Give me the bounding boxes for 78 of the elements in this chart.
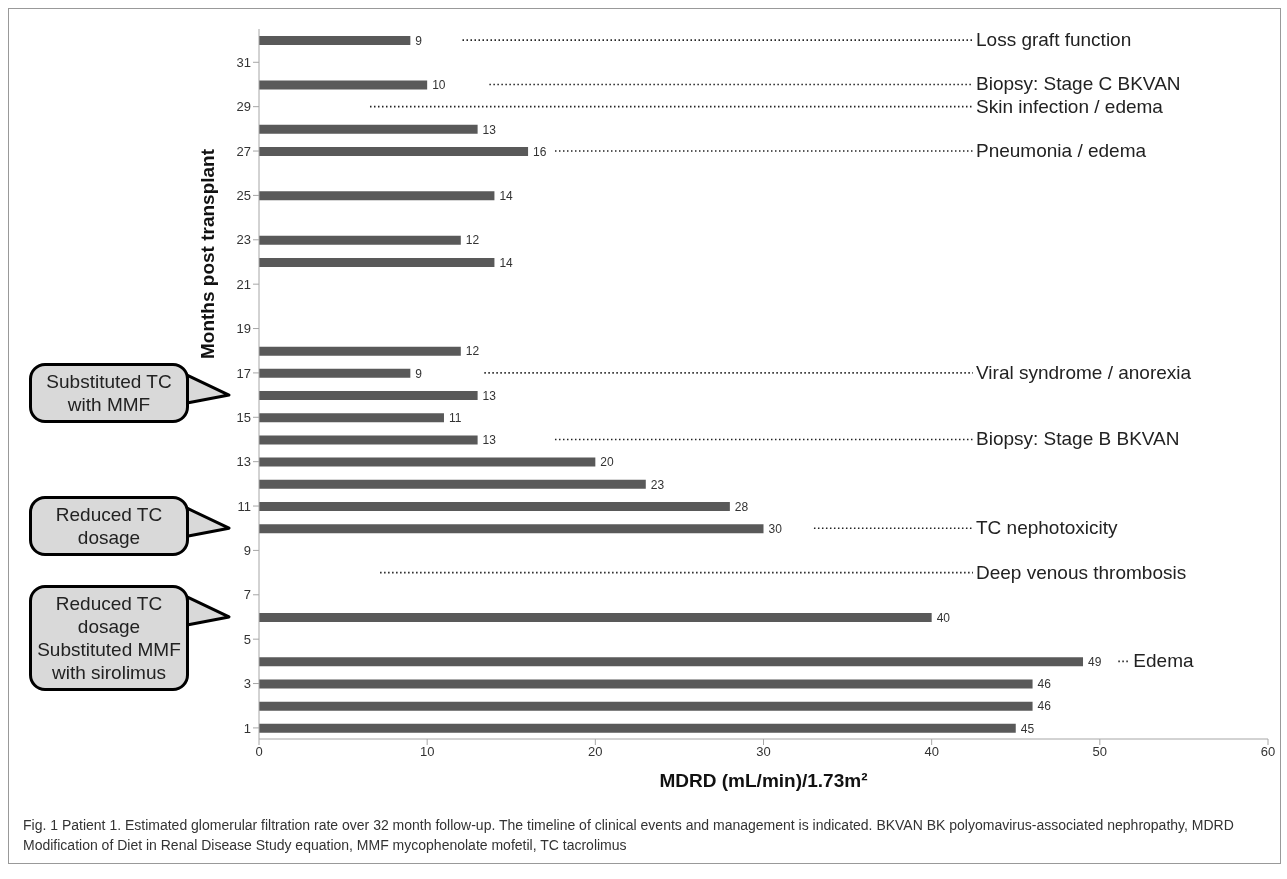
x-tick-label: 20 xyxy=(588,744,603,760)
bar xyxy=(259,701,1033,711)
y-tick-label: 11 xyxy=(237,498,251,514)
annotation: Biopsy: Stage C BKVAN xyxy=(976,73,1181,95)
annotation: TC nephotoxicity xyxy=(976,517,1119,539)
data-label: 12 xyxy=(465,233,480,248)
data-label: 13 xyxy=(482,433,497,448)
bar xyxy=(259,612,932,622)
annotation: Biopsy: Stage B BKVAN xyxy=(976,428,1180,450)
y-tick-label: 21 xyxy=(236,276,251,292)
data-label: 9 xyxy=(415,33,423,48)
data-label: 11 xyxy=(448,410,462,425)
y-tick-label: 19 xyxy=(236,321,251,337)
y-tick-label: 17 xyxy=(236,365,251,381)
y-tick-label: 31 xyxy=(236,54,251,70)
bar xyxy=(259,80,428,90)
data-label: 9 xyxy=(415,366,423,381)
y-tick-label: 27 xyxy=(236,143,251,159)
y-tick-label: 1 xyxy=(243,720,251,736)
annotation: Viral syndrome / anorexia xyxy=(976,361,1192,383)
data-label: 13 xyxy=(482,388,497,403)
bar xyxy=(259,36,411,45)
annotation: Loss graft function xyxy=(976,29,1132,51)
data-label: 12 xyxy=(465,344,480,359)
y-axis-title: Months post transplant xyxy=(197,148,218,360)
y-tick-label: 7 xyxy=(243,587,251,603)
y-tick-label: 3 xyxy=(243,676,251,692)
data-label: 10 xyxy=(432,78,446,93)
bar xyxy=(259,124,478,134)
y-tick-label: 25 xyxy=(236,188,251,204)
y-tick-label: 5 xyxy=(243,631,251,647)
data-label: 40 xyxy=(936,610,951,625)
x-tick-label: 0 xyxy=(255,744,263,760)
bar xyxy=(259,524,764,534)
caption: Fig. 1 Patient 1. Estimated glomerular filtration rate over 32 month follow-up. The timeline of clinical events and management is indicated. BKVAN BK polyomavirus-associated nephropathy, MDRD Modification of Diet in Renal Disease Study equation, MMF mycophenolate mofetil, TC tacrolimus xyxy=(22,816,1235,855)
data-label: 45 xyxy=(1020,721,1035,736)
bar xyxy=(259,146,529,156)
data-label: 20 xyxy=(600,455,615,470)
bar xyxy=(259,346,461,356)
y-tick-label: 9 xyxy=(243,543,251,559)
annotation: Pneumonia / edema xyxy=(976,140,1147,162)
bar xyxy=(259,257,495,267)
x-tick-label: 10 xyxy=(419,744,435,760)
y-tick-label: 13 xyxy=(236,454,251,470)
data-label: 13 xyxy=(482,122,497,137)
bar xyxy=(259,501,730,511)
y-tick-label: 23 xyxy=(236,232,251,248)
data-label: 14 xyxy=(499,255,514,270)
y-tick-label: 15 xyxy=(236,409,251,425)
annotation: Skin infection / edema xyxy=(976,95,1164,117)
data-label: 46 xyxy=(1037,699,1052,714)
bar xyxy=(259,723,1016,733)
y-tick-label: 29 xyxy=(236,99,251,115)
callout-box: Reduced TC dosage Substituted MMF with sirolimus xyxy=(29,584,189,691)
bar xyxy=(259,435,478,445)
bar xyxy=(259,413,444,423)
bar xyxy=(259,679,1033,689)
bar xyxy=(259,479,646,489)
data-label: 46 xyxy=(1037,677,1052,692)
data-label: 28 xyxy=(734,499,749,514)
data-label: 16 xyxy=(533,144,547,159)
bar xyxy=(259,235,461,245)
bar xyxy=(259,191,495,201)
annotation: Edema xyxy=(1133,650,1194,672)
bar xyxy=(259,657,1084,667)
bar xyxy=(259,457,596,467)
annotation: Deep venous thrombosis xyxy=(976,561,1187,583)
bar xyxy=(259,391,478,400)
x-axis-title: MDRD (mL/min)/1.73m² xyxy=(659,770,868,791)
x-tick-label: 60 xyxy=(1260,744,1276,760)
x-tick-label: 30 xyxy=(756,744,771,760)
data-label: 14 xyxy=(499,189,514,204)
x-tick-label: 50 xyxy=(1092,744,1108,760)
data-label: 49 xyxy=(1088,655,1102,670)
bar xyxy=(259,368,411,378)
data-label: 23 xyxy=(650,477,665,492)
x-tick-label: 40 xyxy=(924,744,939,760)
data-label: 30 xyxy=(768,521,783,536)
